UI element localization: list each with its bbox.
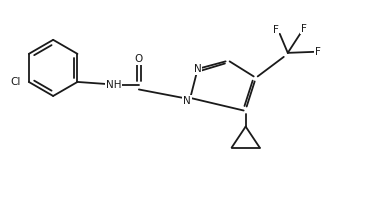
Text: N: N [194,64,201,74]
Text: F: F [301,24,307,34]
Text: N: N [183,96,190,106]
Text: Cl: Cl [11,77,21,87]
Text: N: N [184,96,191,106]
Text: O: O [135,54,143,64]
Text: F: F [273,25,279,35]
Text: F: F [315,47,321,57]
Text: NH: NH [106,80,121,91]
